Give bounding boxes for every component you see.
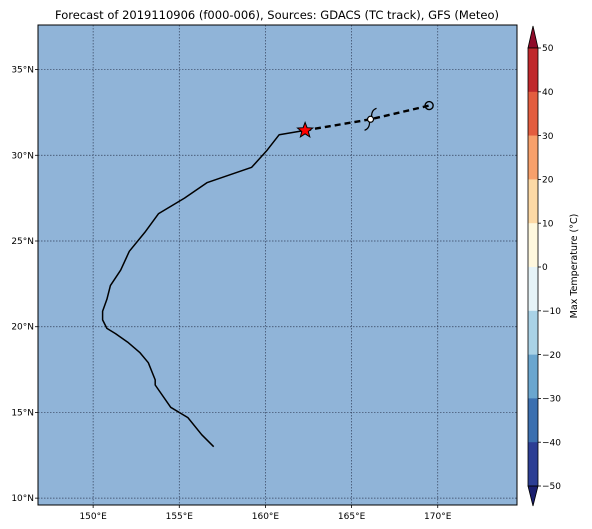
colorbar-bin: [528, 442, 538, 487]
axis-ticks: 150°E 155°E 160°E 165°E 170°E 10°N 15°N 20°N 25°…: [11, 66, 451, 522]
y-tick-label: 35°N: [11, 66, 34, 76]
map-panel: 150°E 155°E 160°E 165°E 170°E 10°N 15°N 20°N 25°…: [11, 24, 518, 522]
colorbar-tick-label: 20: [542, 176, 554, 186]
colorbar-tick-label: 50: [542, 44, 554, 54]
storm-arm-bottom: [364, 122, 371, 131]
x-tick-label: 160°E: [252, 512, 280, 522]
colorbar-tick-label: −40: [542, 438, 561, 448]
colorbar-tick-label: −30: [542, 395, 561, 405]
graticule: [38, 25, 517, 505]
colorbar-bin: [528, 223, 538, 268]
colorbar-bin: [528, 135, 538, 180]
y-tick-label: 30°N: [11, 151, 34, 161]
colorbar: 50 40 30 20 10 0 −10 −20 −30 −40 −50: [527, 25, 561, 507]
tropical-storm-icon: [364, 107, 377, 131]
current-position-star-icon: [296, 120, 315, 139]
colorbar-tick-label: 0: [542, 263, 548, 273]
colorbar-bin: [528, 398, 538, 443]
forecast-track-line: [304, 104, 430, 132]
x-tick-label: 170°E: [424, 512, 452, 522]
x-tick-label: 165°E: [338, 512, 366, 522]
colorbar-tick-label: 10: [542, 219, 554, 229]
colorbar-bin: [528, 179, 538, 224]
colorbar-label: Max Temperature (°C): [569, 214, 580, 319]
forecast-circle-marker: [424, 100, 434, 111]
x-tick-label: 150°E: [79, 512, 107, 522]
colorbar-bin: [528, 48, 538, 93]
y-tick-label: 25°N: [11, 237, 34, 247]
colorbar-bin: [528, 267, 538, 312]
colorbar-bin: [528, 310, 538, 355]
x-tick-label: 155°E: [166, 512, 194, 522]
storm-arm-top: [370, 107, 377, 117]
past-track-line: [101, 129, 306, 448]
storm-track: [101, 100, 434, 448]
colorbar-tick-label: −20: [542, 351, 561, 361]
ocean-background: [38, 25, 517, 505]
colorbar-tick-label: 30: [542, 132, 554, 142]
colorbar-bin: [528, 91, 538, 136]
colorbar-bin: [528, 354, 538, 399]
colorbar-tick-label: −10: [542, 307, 561, 317]
colorbar-extend-bottom: [527, 485, 539, 507]
colorbar-extend-top: [527, 25, 539, 49]
y-tick-label: 15°N: [11, 408, 34, 418]
y-tick-label: 10°N: [11, 494, 34, 504]
colorbar-tick-label: 40: [542, 88, 554, 98]
chart-title: Forecast of 2019110906 (f000-006), Sourc…: [55, 8, 499, 22]
storm-center: [366, 115, 375, 123]
colorbar-tick-label: −50: [542, 482, 561, 492]
map-frame: [37, 24, 518, 506]
y-tick-label: 20°N: [11, 323, 34, 333]
